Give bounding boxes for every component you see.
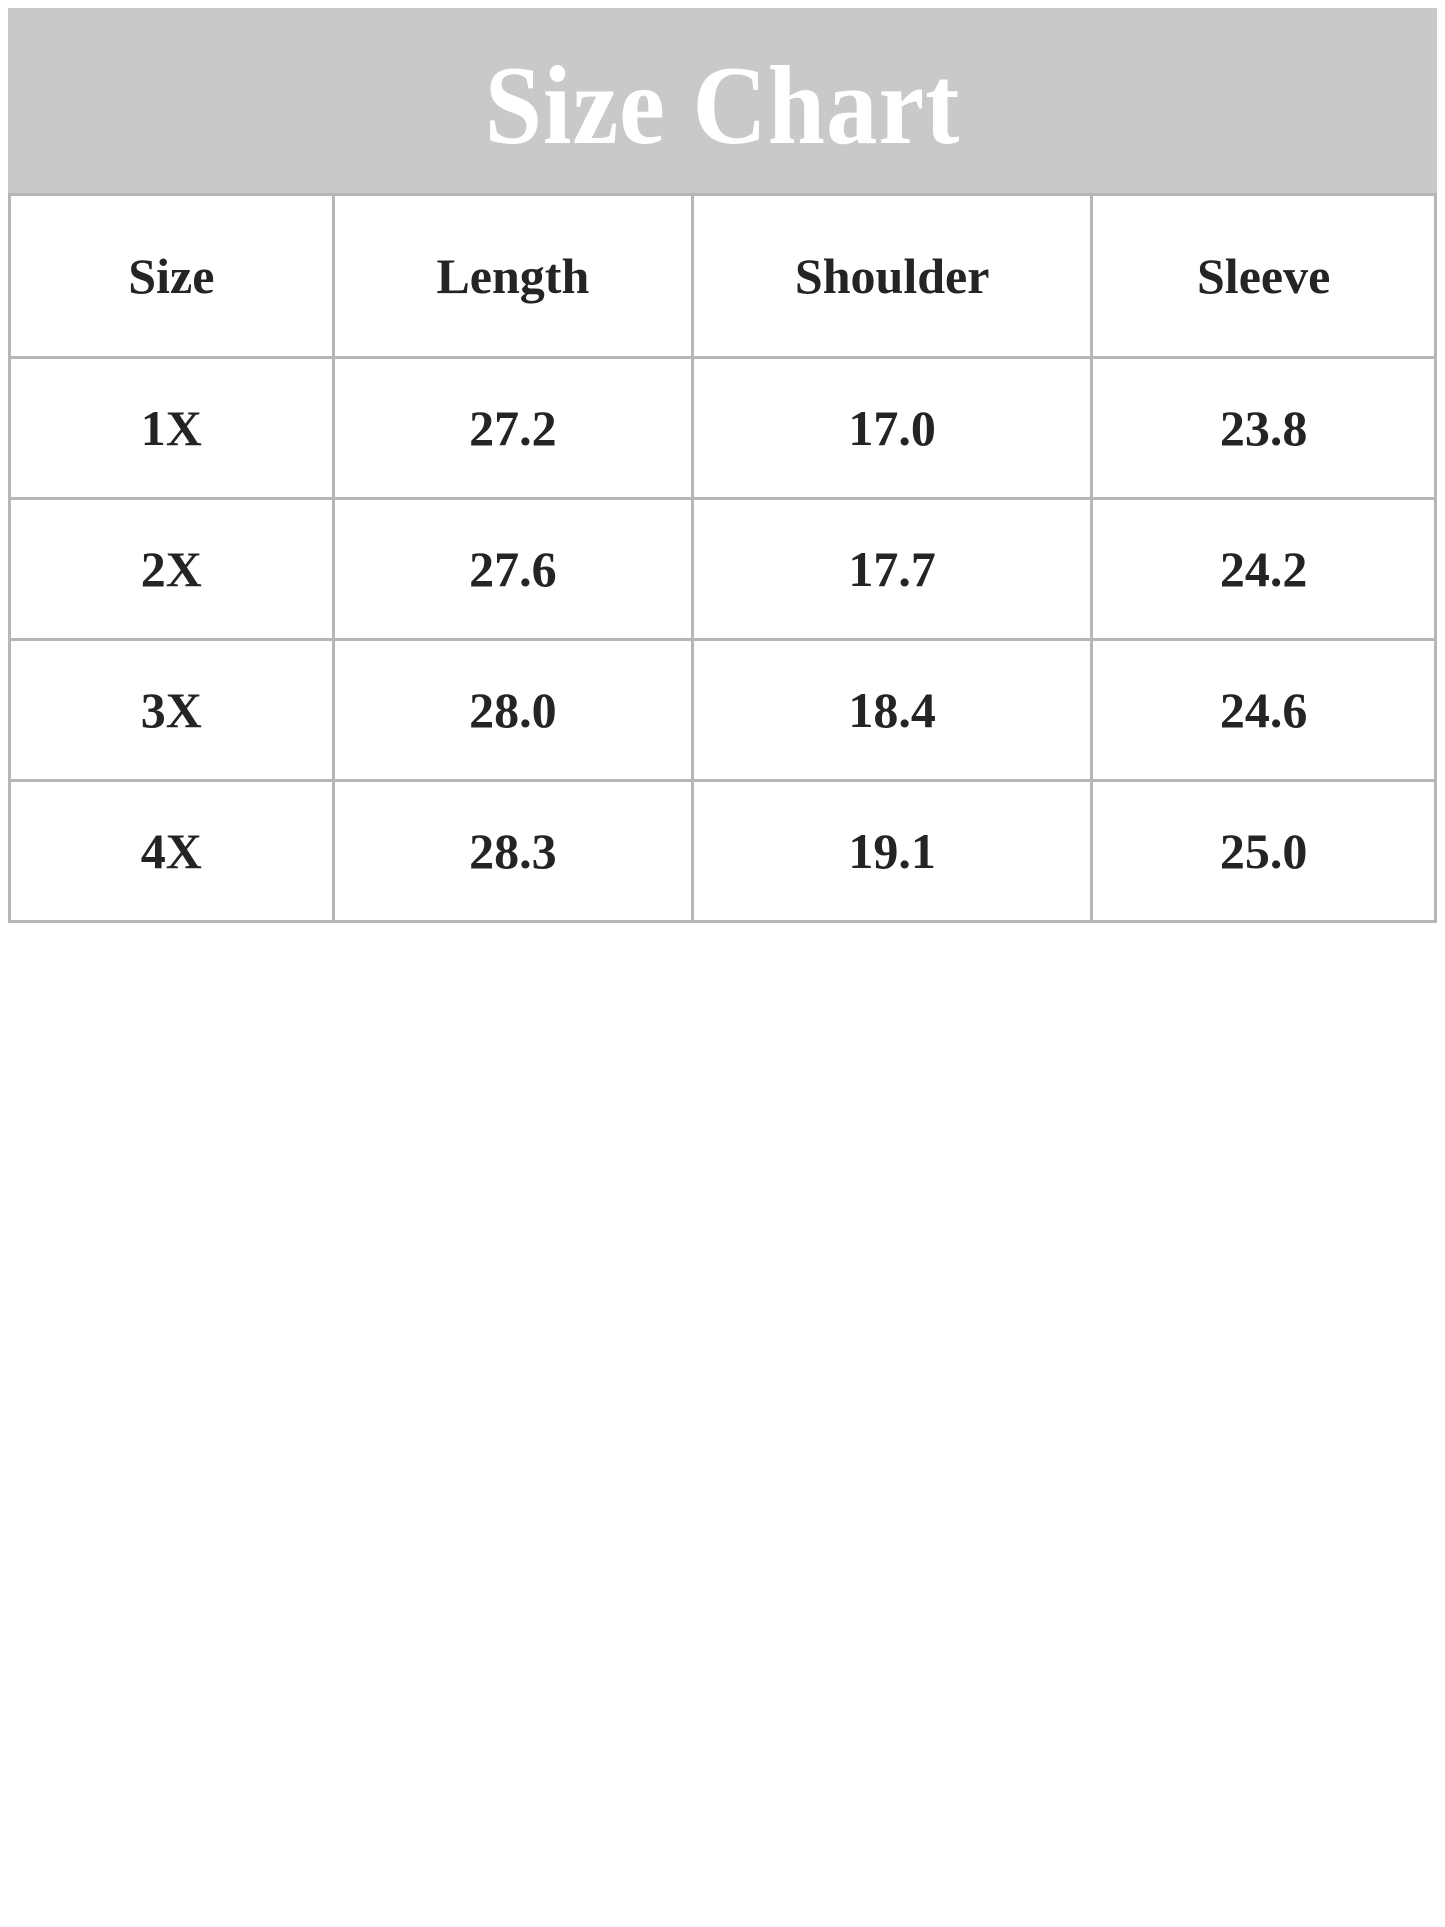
cell-length: 27.2 xyxy=(331,356,695,500)
cell-size: 4X xyxy=(8,779,335,923)
cell-sleeve: 23.8 xyxy=(1090,356,1437,500)
cell-shoulder: 19.1 xyxy=(691,779,1094,923)
column-header-size: Size xyxy=(8,193,335,359)
cell-size: 2X xyxy=(8,497,335,641)
cell-sleeve: 25.0 xyxy=(1090,779,1437,923)
size-chart-table: Size Length Shoulder Sleeve 1X 27.2 17.0… xyxy=(8,193,1437,923)
table-header-row: Size Length Shoulder Sleeve xyxy=(8,193,1437,359)
cell-length: 28.3 xyxy=(331,779,695,923)
cell-shoulder: 17.7 xyxy=(691,497,1094,641)
table-row: 1X 27.2 17.0 23.8 xyxy=(8,356,1437,500)
cell-length: 27.6 xyxy=(331,497,695,641)
page-title: Size Chart xyxy=(484,43,961,168)
cell-shoulder: 17.0 xyxy=(691,356,1094,500)
table-row: 2X 27.6 17.7 24.2 xyxy=(8,497,1437,641)
cell-shoulder: 18.4 xyxy=(691,638,1094,782)
cell-size: 1X xyxy=(8,356,335,500)
cell-sleeve: 24.6 xyxy=(1090,638,1437,782)
size-chart-banner: Size Chart xyxy=(8,8,1437,193)
table-row: 4X 28.3 19.1 25.0 xyxy=(8,779,1437,923)
column-header-sleeve: Sleeve xyxy=(1090,193,1437,359)
column-header-length: Length xyxy=(331,193,695,359)
cell-size: 3X xyxy=(8,638,335,782)
cell-length: 28.0 xyxy=(331,638,695,782)
column-header-shoulder: Shoulder xyxy=(691,193,1094,359)
table-row: 3X 28.0 18.4 24.6 xyxy=(8,638,1437,782)
cell-sleeve: 24.2 xyxy=(1090,497,1437,641)
empty-area xyxy=(8,923,1437,1913)
